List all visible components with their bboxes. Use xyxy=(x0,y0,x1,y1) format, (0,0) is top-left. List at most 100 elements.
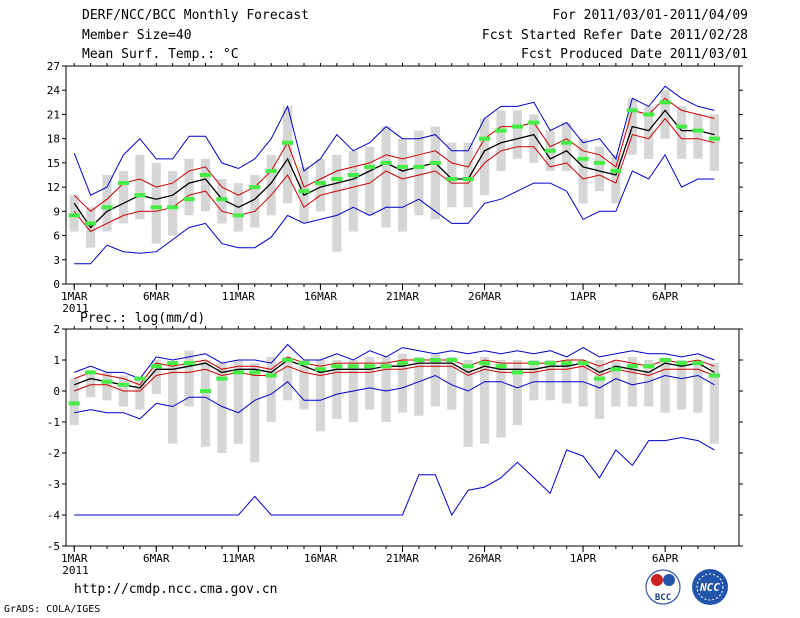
y-tick-label: 15 xyxy=(47,157,60,170)
bcc-logo: BCC xyxy=(645,569,681,605)
series-line-lower xyxy=(73,117,715,233)
spread-box xyxy=(644,360,654,407)
spread-box xyxy=(184,350,194,407)
y-tick-label: -5 xyxy=(47,540,60,553)
spread-box xyxy=(299,360,309,410)
series-line-upper xyxy=(74,356,715,386)
fcst-started-date: Fcst Started Refer Date 2011/02/28 xyxy=(481,28,748,43)
spread-box xyxy=(545,360,555,401)
series-line-min xyxy=(74,153,715,265)
spread-box xyxy=(250,175,260,228)
observed-marker xyxy=(380,160,392,165)
spread-box xyxy=(184,158,194,216)
observed-marker xyxy=(708,373,720,378)
x-tick-label: 16MAR xyxy=(304,290,337,303)
y-tick-label: 9 xyxy=(53,205,60,218)
spread-box xyxy=(315,158,326,212)
spread-box xyxy=(397,353,408,413)
observed-marker xyxy=(692,361,704,366)
observed-marker xyxy=(446,177,458,182)
x-tick-label: 6APR xyxy=(652,552,679,565)
observed-marker xyxy=(429,358,441,362)
x-tick-label: 6MAR xyxy=(143,552,170,565)
observed-marker xyxy=(675,124,688,129)
spread-box xyxy=(693,114,703,159)
spread-box xyxy=(397,138,408,232)
observed-marker xyxy=(101,379,113,384)
observed-marker xyxy=(117,181,130,186)
observed-marker xyxy=(314,367,327,372)
spread-box xyxy=(365,356,375,410)
source-url: http://cmdp.ncc.cma.gov.cn xyxy=(74,582,278,597)
spread-box xyxy=(611,154,621,204)
observed-marker xyxy=(659,100,671,105)
spread-box xyxy=(594,360,605,419)
x-tick-label: 1MAR xyxy=(61,290,88,303)
observed-marker xyxy=(199,389,212,393)
spread-box xyxy=(447,356,457,410)
spread-box xyxy=(430,353,440,407)
observed-marker xyxy=(216,197,228,202)
x-tick-label: 6APR xyxy=(652,290,679,303)
observed-marker xyxy=(265,373,277,378)
spread-box xyxy=(414,356,424,416)
spread-box xyxy=(496,360,506,438)
series-line-min-outer xyxy=(74,436,715,517)
spread-box xyxy=(693,360,703,413)
spread-box xyxy=(430,126,440,220)
observed-marker xyxy=(577,156,589,161)
spread-box xyxy=(168,170,178,236)
spread-box xyxy=(381,356,391,422)
y-tick-label: -4 xyxy=(47,509,61,522)
x-tick-label: 26MAR xyxy=(468,290,501,303)
ncc-logo: NCC xyxy=(692,569,728,605)
series-line-upper xyxy=(73,97,715,212)
observed-marker xyxy=(626,364,638,369)
spread-box xyxy=(315,360,326,432)
observed-marker xyxy=(413,164,425,169)
observed-marker xyxy=(134,376,146,381)
spread-box xyxy=(578,138,588,204)
observed-marker xyxy=(561,361,573,366)
series-line-max xyxy=(73,85,715,196)
observed-marker xyxy=(282,358,294,362)
x-tick-label: 16MAR xyxy=(304,552,337,565)
spread-box xyxy=(266,356,276,422)
x-tick-label: 21MAR xyxy=(386,290,419,303)
observed-marker xyxy=(659,358,671,362)
observed-marker xyxy=(199,173,212,177)
observed-marker xyxy=(232,370,244,375)
observed-marker xyxy=(249,185,261,190)
spread-box xyxy=(332,360,342,419)
observed-marker xyxy=(150,364,162,369)
observed-marker xyxy=(528,361,540,366)
series-line-max xyxy=(74,343,715,380)
precip-title: Prec.: log(mm/d) xyxy=(80,311,205,326)
y-tick-label: 3 xyxy=(53,254,60,267)
y-tick-label: 27 xyxy=(47,60,60,73)
spread-box xyxy=(709,363,719,444)
observed-marker xyxy=(134,193,146,198)
observed-marker xyxy=(462,177,474,182)
spread-box xyxy=(660,90,670,139)
y-tick-label: 24 xyxy=(47,84,61,97)
observed-marker xyxy=(511,124,523,129)
spread-box xyxy=(611,360,621,407)
observed-marker xyxy=(708,136,720,141)
chart-title: DERF/NCC/BCC Monthly Forecast xyxy=(82,8,309,23)
observed-marker xyxy=(249,370,261,375)
member-size: Member Size=40 xyxy=(82,28,192,43)
grads-credit: GrADS: COLA/IGES xyxy=(4,604,101,615)
observed-marker xyxy=(396,164,409,169)
spread-box xyxy=(512,360,522,426)
x-year-label: 2011 xyxy=(62,564,89,577)
observed-marker xyxy=(561,140,573,145)
spread-box xyxy=(660,360,670,413)
x-tick-label: 21MAR xyxy=(386,552,419,565)
observed-marker xyxy=(183,361,195,366)
spread-box xyxy=(332,154,342,252)
observed-marker xyxy=(610,168,622,173)
y-tick-label: 21 xyxy=(47,108,60,121)
